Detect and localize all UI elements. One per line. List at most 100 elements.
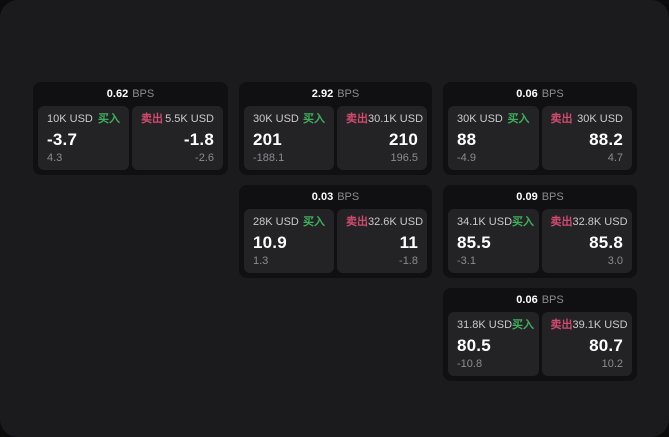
buy-notional: 10K USD [47,113,93,125]
buy-panel-top: 30K USD 买入 [253,113,325,125]
sell-panel-top: 卖出 32.6K USD [346,216,423,228]
buy-panel-top: 28K USD 买入 [253,216,325,228]
buy-panel[interactable]: 10K USD 买入 -3.7 4.3 [38,106,129,170]
bps-value: 2.92 [311,87,334,100]
card-header: 2.92 BPS [244,82,427,106]
sell-notional: 32.8K USD [572,216,628,228]
bps-unit-label: BPS [541,293,564,306]
card-header: 0.06 BPS [448,82,632,106]
sell-label: 卖出 [346,113,368,125]
buy-price: -3.7 [47,129,78,149]
sell-panel-top: 卖出 30K USD [551,113,624,125]
card-header: 0.03 BPS [244,185,427,209]
sell-delta: 10.2 [601,358,623,370]
buy-label: 买入 [303,113,325,125]
quote-card: 0.62 BPS 10K USD 买入 -3.7 4.3 卖出 5.5K USD… [33,82,228,175]
sell-panel-top: 卖出 30.1K USD [346,113,423,125]
buy-label: 买入 [507,113,530,125]
sell-label: 卖出 [550,319,573,331]
buy-notional: 34.1K USD [457,216,513,228]
sell-price: -1.8 [183,129,214,149]
sell-delta: -2.6 [195,152,214,164]
buy-price: 10.9 [253,232,287,252]
buy-delta: 4.3 [47,152,63,164]
bps-unit-label: BPS [337,190,360,203]
card-body: 28K USD 买入 10.9 1.3 卖出 32.6K USD 11 -1.8 [244,209,427,273]
sell-panel[interactable]: 卖出 32.6K USD 11 -1.8 [337,209,427,273]
sell-notional: 30K USD [577,113,623,125]
buy-panel[interactable]: 31.8K USD 买入 80.5 -10.8 [448,312,539,376]
buy-notional: 28K USD [253,216,299,228]
card-header: 0.62 BPS [38,82,223,106]
sell-delta: -1.8 [399,255,418,267]
card-header: 0.06 BPS [448,288,632,312]
sell-panel[interactable]: 卖出 32.8K USD 85.8 3.0 [541,209,632,273]
sell-notional: 32.6K USD [368,216,424,228]
cards-grid: 0.62 BPS 10K USD 买入 -3.7 4.3 卖出 5.5K USD… [33,82,637,381]
buy-label: 买入 [98,113,120,125]
buy-panel[interactable]: 30K USD 买入 201 -188.1 [244,106,334,170]
bps-value: 0.06 [516,87,538,100]
buy-panel-top: 10K USD 买入 [47,113,120,125]
sell-panel-top: 卖出 32.8K USD [550,216,628,228]
quote-card: 2.92 BPS 30K USD 买入 201 -188.1 卖出 30.1K … [239,82,432,175]
sell-notional: 39.1K USD [572,319,628,331]
buy-notional: 30K USD [253,113,299,125]
sell-label: 卖出 [550,113,573,125]
buy-price: 201 [253,129,282,149]
buy-panel-top: 34.1K USD 买入 [457,216,534,228]
sell-delta: 196.5 [390,152,418,164]
card-body: 30K USD 买入 88 -4.9 卖出 30K USD 88.2 4.7 [448,106,632,170]
sell-delta: 4.7 [607,152,623,164]
sell-label: 卖出 [346,216,368,228]
bps-value: 0.62 [106,87,129,100]
bps-unit-label: BPS [541,190,564,203]
bps-unit-label: BPS [132,87,155,100]
sell-label: 卖出 [141,113,163,125]
quote-card: 0.09 BPS 34.1K USD 买入 85.5 -3.1 卖出 32.8K… [443,185,637,278]
buy-panel[interactable]: 28K USD 买入 10.9 1.3 [244,209,334,273]
bps-value: 0.06 [516,293,538,306]
sell-price: 88.2 [589,129,623,149]
buy-panel-top: 30K USD 买入 [457,113,530,125]
buy-panel[interactable]: 30K USD 买入 88 -4.9 [448,106,539,170]
sell-panel[interactable]: 卖出 39.1K USD 80.7 10.2 [541,312,632,376]
bps-value: 0.09 [516,190,538,203]
card-body: 30K USD 买入 201 -188.1 卖出 30.1K USD 210 1… [244,106,427,170]
sell-price: 11 [399,232,418,252]
quote-card: 0.03 BPS 28K USD 买入 10.9 1.3 卖出 32.6K US… [239,185,432,278]
buy-notional: 31.8K USD [457,319,513,331]
sell-panel[interactable]: 卖出 30.1K USD 210 196.5 [337,106,427,170]
sell-panel-top: 卖出 5.5K USD [141,113,214,125]
buy-delta: 1.3 [253,255,269,267]
sell-label: 卖出 [550,216,573,228]
card-body: 31.8K USD 买入 80.5 -10.8 卖出 39.1K USD 80.… [448,312,632,376]
buy-price: 85.5 [457,232,491,252]
buy-delta: -188.1 [253,152,285,164]
bps-value: 0.03 [311,190,334,203]
buy-panel-top: 31.8K USD 买入 [457,319,534,331]
sell-notional: 30.1K USD [368,113,424,125]
bps-unit-label: BPS [337,87,360,100]
buy-delta: -10.8 [457,358,483,370]
sell-panel-top: 卖出 39.1K USD [550,319,628,331]
bps-unit-label: BPS [541,87,564,100]
sell-price: 85.8 [589,232,623,252]
card-body: 10K USD 买入 -3.7 4.3 卖出 5.5K USD -1.8 -2.… [38,106,223,170]
sell-delta: 3.0 [607,255,623,267]
card-body: 34.1K USD 买入 85.5 -3.1 卖出 32.8K USD 85.8… [448,209,632,273]
buy-price: 88 [457,129,477,149]
quote-card: 0.06 BPS 30K USD 买入 88 -4.9 卖出 30K USD 8… [443,82,637,175]
sell-notional: 5.5K USD [165,113,214,125]
buy-label: 买入 [303,216,325,228]
sell-panel[interactable]: 卖出 30K USD 88.2 4.7 [541,106,632,170]
buy-notional: 30K USD [457,113,503,125]
sell-panel[interactable]: 卖出 5.5K USD -1.8 -2.6 [132,106,223,170]
sell-price: 80.7 [589,335,623,355]
card-header: 0.09 BPS [448,185,632,209]
sell-price: 210 [389,129,418,149]
buy-panel[interactable]: 34.1K USD 买入 85.5 -3.1 [448,209,539,273]
buy-label: 买入 [512,216,535,228]
